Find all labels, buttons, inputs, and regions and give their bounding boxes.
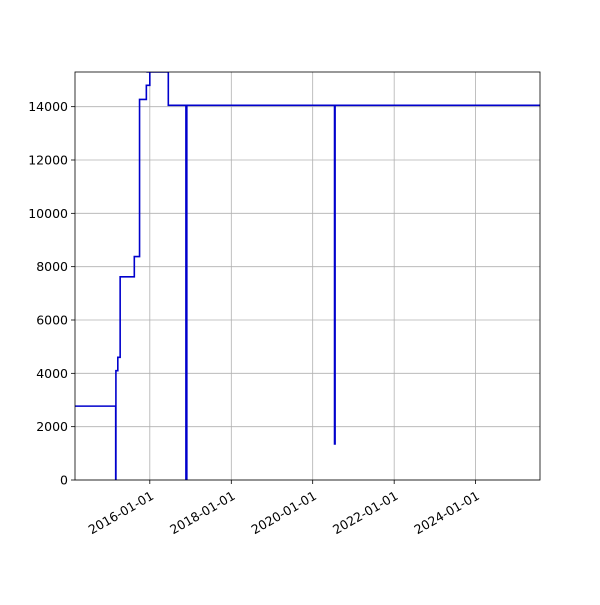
- plot-frame: [74, 71, 541, 481]
- y-tick-label: 12000: [28, 153, 68, 168]
- y-tick-label: 2000: [36, 419, 68, 434]
- y-tick-label: 0: [60, 473, 68, 488]
- y-tick-label: 6000: [36, 313, 68, 328]
- y-tick-label: 4000: [36, 366, 68, 381]
- y-tick-label: 14000: [28, 99, 68, 114]
- y-tick-label: 8000: [36, 259, 68, 274]
- series-line-0: [75, 72, 540, 480]
- y-tick-label: 10000: [28, 206, 68, 221]
